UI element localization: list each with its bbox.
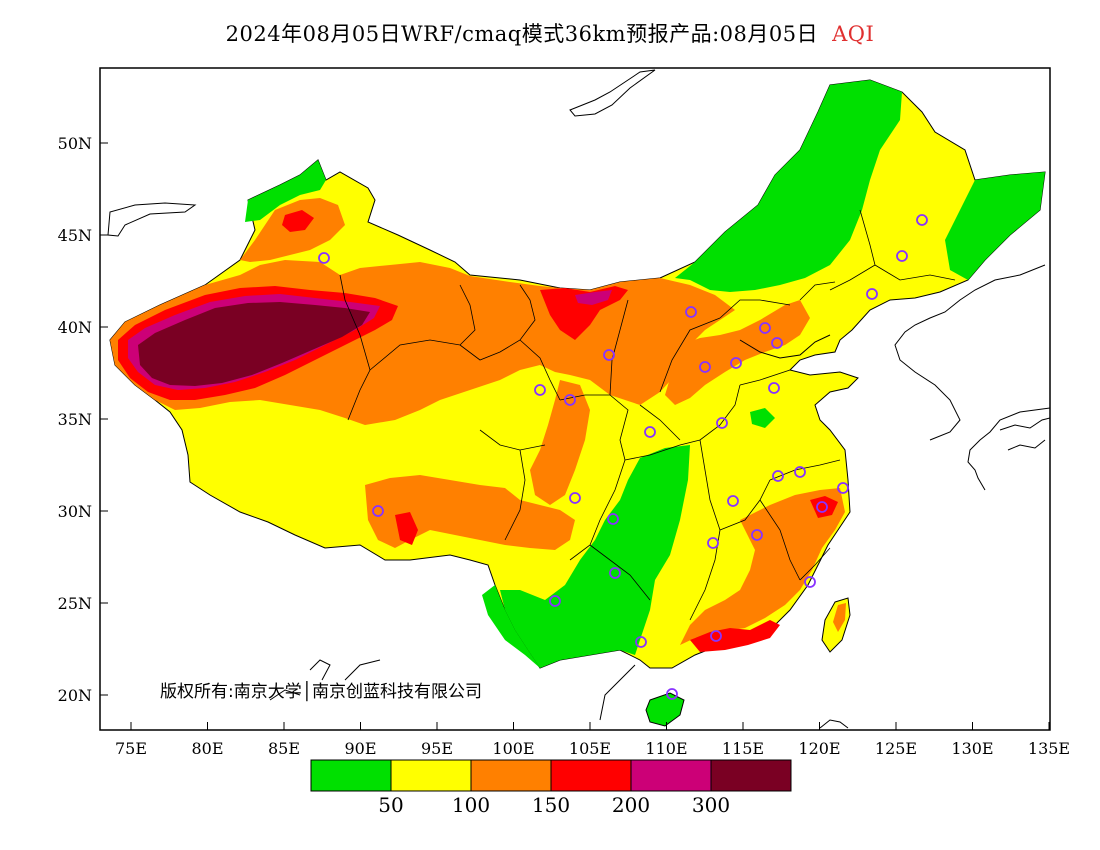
hazardous-core (138, 302, 370, 386)
city-marker (816, 501, 828, 513)
city-marker (710, 630, 722, 642)
city-marker (666, 688, 678, 700)
lon-tick-label: 95E (421, 739, 453, 758)
magenta-spot-north (575, 290, 612, 305)
map-title: 2024年08月05日WRF/cmaq模式36km预报产品:08月05日 AQI (0, 18, 1100, 48)
lon-tick-label: 105E (569, 739, 611, 758)
lon-tick-label: 90E (344, 739, 376, 758)
city-marker (707, 537, 719, 549)
orange-central (530, 380, 590, 505)
map-area: 版权所有:南京大学│南京创蓝科技有限公司 (107, 69, 1050, 729)
city-marker (759, 322, 771, 334)
lat-tick-label: 20N (58, 686, 92, 705)
legend-threshold-label: 200 (612, 793, 650, 817)
green-east-border (945, 172, 1045, 280)
title-main: 2024年08月05日WRF/cmaq模式36km预报产品:08月05日 (225, 22, 819, 46)
green-small-east (750, 408, 775, 428)
lat-tick-label: 40N (58, 318, 92, 337)
red-spot-tibet (395, 512, 418, 545)
lat-tick-label: 25N (58, 594, 92, 613)
red-spot-west-xj (282, 210, 314, 232)
legend-swatch (470, 759, 552, 792)
city-marker (685, 306, 697, 318)
city-marker (772, 470, 784, 482)
lon-tick-label: 130E (951, 739, 993, 758)
legend-swatch (550, 759, 632, 792)
city-marker (727, 495, 739, 507)
city-marker (699, 361, 711, 373)
lon-tick-label: 115E (722, 739, 764, 758)
legend-swatch (710, 759, 792, 792)
map-frame (99, 67, 1051, 731)
lon-tick-label: 85E (268, 739, 300, 758)
green-yunnan (482, 585, 540, 668)
legend-threshold-label: 100 (452, 793, 490, 817)
city-marker (896, 250, 908, 262)
legend-swatch (390, 759, 472, 792)
legend-swatch (630, 759, 712, 792)
orange-north-china (665, 300, 810, 405)
legend-swatch (310, 759, 392, 792)
city-marker (794, 466, 806, 478)
city-marker (607, 513, 619, 525)
copyright-text: 版权所有:南京大学│南京创蓝科技有限公司 (160, 681, 482, 702)
city-marker (318, 252, 330, 264)
legend-threshold-label: 50 (378, 793, 403, 817)
red-coast-south (690, 620, 780, 652)
city-marker (549, 595, 561, 607)
city-marker (534, 384, 546, 396)
city-marker (644, 426, 656, 438)
city-marker (866, 288, 878, 300)
city-marker (751, 529, 763, 541)
city-marker (837, 482, 849, 494)
city-marker (716, 417, 728, 429)
lon-tick-label: 110E (645, 739, 687, 758)
lon-tick-label: 135E (1028, 739, 1070, 758)
city-marker (564, 394, 576, 406)
lat-tick-label: 30N (58, 502, 92, 521)
lon-tick-label: 120E (798, 739, 840, 758)
latitude-axis: 50N 45N 40N 35N 30N 25N 20N (58, 134, 108, 705)
green-northeast (675, 80, 902, 292)
city-marker (569, 492, 581, 504)
green-central-south (500, 445, 690, 668)
title-variable: AQI (832, 22, 875, 46)
lon-tick-label: 125E (875, 739, 917, 758)
city-marker (603, 349, 615, 361)
city-marker (804, 576, 816, 588)
aqi-legend: 50 100 150 200 300 (310, 759, 792, 817)
legend-threshold-label: 150 (532, 793, 570, 817)
city-marker (609, 567, 621, 579)
longitude-axis: 75E 80E 85E 90E 95E 100E 105E 110E 115E 120E 125E 1… (115, 722, 1070, 758)
city-marker (730, 357, 742, 369)
lat-tick-label: 50N (58, 134, 92, 153)
city-marker (771, 337, 783, 349)
green-hainan (645, 692, 685, 727)
lon-tick-label: 80E (191, 739, 223, 758)
neighbour-outlines (107, 69, 1050, 729)
green-xinjiang-north (245, 160, 326, 222)
lon-tick-label: 75E (115, 739, 147, 758)
taiwan-orange (833, 603, 846, 632)
lon-tick-label: 100E (492, 739, 534, 758)
city-marker (916, 214, 928, 226)
city-marker (768, 382, 780, 394)
city-markers (318, 214, 928, 700)
red-shanghai (810, 496, 838, 518)
city-marker (635, 636, 647, 648)
lat-tick-label: 35N (58, 410, 92, 429)
lat-tick-label: 45N (58, 226, 92, 245)
city-marker (372, 505, 384, 517)
legend-threshold-label: 300 (692, 793, 730, 817)
orange-southeast (680, 488, 845, 645)
